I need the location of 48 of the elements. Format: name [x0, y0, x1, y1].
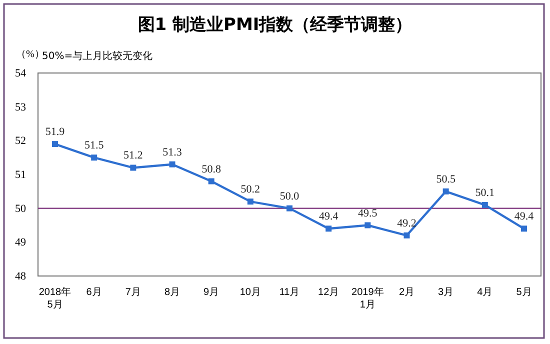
y-tick-label: 48 [15, 270, 26, 283]
data-label: 50.0 [280, 190, 300, 202]
point [130, 164, 136, 171]
x-tick-label: 3月 [438, 287, 454, 298]
text: 50%=与上月比较无变化 [42, 50, 153, 62]
data-label: 49.4 [514, 210, 534, 223]
x-tick-label: 2019年 1月 [352, 286, 384, 310]
point [208, 178, 214, 184]
x-tick-label: 9月 [204, 287, 220, 298]
point [521, 226, 527, 232]
data-label: 51.5 [84, 140, 104, 152]
x-tick-label: 8月 [164, 287, 180, 298]
point [247, 198, 254, 205]
y-tick-label: 54 [15, 68, 26, 80]
x-tick-label: 10月 [240, 287, 261, 298]
y-tick-label: 49 [15, 236, 26, 249]
point [404, 232, 410, 238]
data-label: 51.9 [45, 126, 66, 138]
y-tick-label: 50 [15, 202, 26, 215]
chart-title: 图1 制造业PMI指数（经季节调整） [138, 15, 412, 35]
point [52, 141, 58, 148]
point [326, 226, 332, 232]
data-label: 49.4 [318, 210, 339, 223]
point [442, 188, 449, 194]
x-tick-label: 2018年 5月 [38, 286, 72, 310]
x-tick-label: 7月 [125, 287, 141, 298]
data-label: 50.1 [475, 186, 495, 199]
x-tick-label: 6月 [86, 287, 102, 298]
data-label: 51.2 [124, 150, 143, 162]
point [169, 161, 176, 168]
x-tick-label: 11月 [279, 287, 300, 298]
data-label: 50.8 [202, 163, 222, 176]
data-label: 50.2 [240, 184, 260, 196]
y-tick-label: 52 [15, 135, 26, 148]
x-tick-label: 5月 [516, 287, 532, 298]
y-tick-label: 51 [15, 169, 26, 182]
y-tick-label: 53 [15, 101, 26, 114]
point [91, 154, 98, 161]
x-tick-label: 12月 [318, 287, 340, 298]
data-label: 51.3 [162, 146, 182, 158]
point [286, 205, 292, 212]
x-tick-label: 4月 [477, 287, 493, 298]
data-label: 50.5 [436, 173, 456, 186]
data-label: 49.5 [358, 207, 378, 220]
x-tick-label: 2月 [398, 287, 415, 298]
point [482, 202, 488, 208]
data-label: 49.2 [397, 217, 416, 230]
point [364, 222, 371, 228]
